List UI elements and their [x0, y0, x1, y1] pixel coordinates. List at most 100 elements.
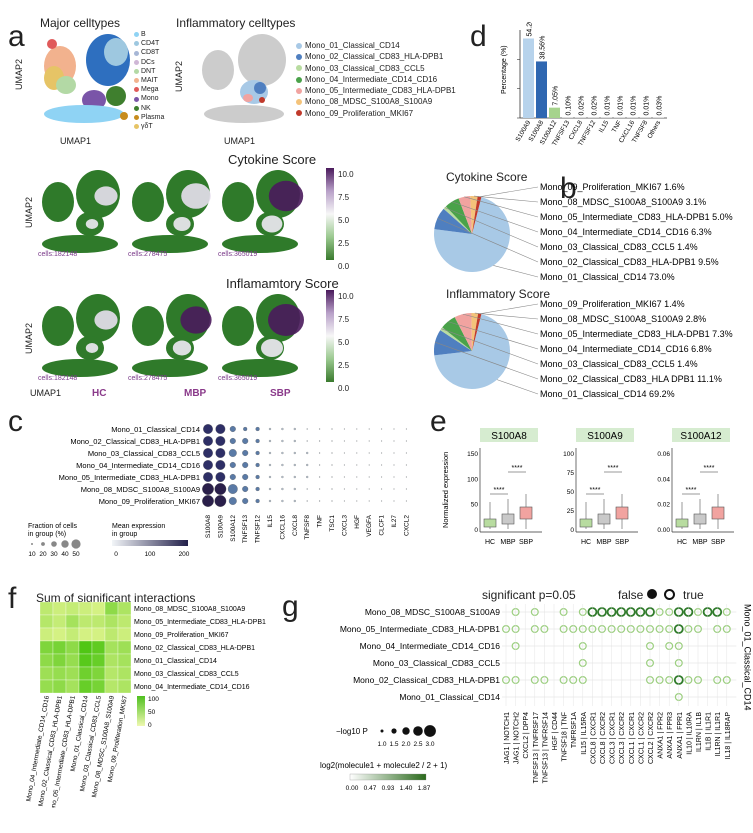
- panel-c-dotplot: Mono_01_Classical_CD14 Mono_02_Classical_…: [28, 424, 410, 558]
- inflammatory-legend: Mono_01_Classical_CD14 Mono_02_Classical_…: [296, 40, 456, 119]
- f-cell: [39, 614, 54, 629]
- inflam-legend-label: Mono_01_Classical_CD14: [305, 41, 400, 50]
- legend-dot: [296, 76, 302, 83]
- score-umap: cells:182148: [38, 170, 120, 258]
- c-dot: [381, 488, 383, 490]
- panel-label-c: c: [8, 405, 23, 438]
- g-p-legend-tick: 1.0: [377, 741, 386, 748]
- c-row-label: Mono_03_Classical_CD83_CCL5: [88, 449, 200, 458]
- c-dot: [215, 424, 226, 434]
- c-col-label: TSC1: [329, 515, 336, 532]
- c-size-legend-dot: [61, 540, 69, 548]
- pie-label: Mono_01_Classical_CD14 73.0%: [540, 272, 675, 282]
- e-sig-label: ****: [686, 487, 697, 494]
- e-y-tick: 0.02: [657, 502, 670, 509]
- g-row-label: Mono_08_MDSC_S100A8_S100A9: [365, 607, 500, 617]
- c-dot: [356, 440, 358, 442]
- major-legend-label: DCs: [141, 58, 155, 66]
- pie-label: Mono_03_Classical_CD83_CCL5 1.4%: [540, 359, 698, 369]
- c-dot: [293, 427, 296, 431]
- g-row-label: Mono_05_Intermediate_CD83_HLA-DPB1: [340, 624, 500, 634]
- e-y-tick: 100: [467, 476, 478, 483]
- d-bar: [562, 117, 573, 118]
- d-x-tick-label: Others: [646, 119, 662, 140]
- e-y-tick: 0: [570, 527, 574, 534]
- c-dot: [242, 437, 249, 444]
- e-box: [675, 518, 689, 528]
- major-legend-item: DNT: [134, 67, 164, 76]
- f-cell: [65, 653, 80, 668]
- d-x-tick-label: TNF: [611, 119, 623, 133]
- c-dot: [227, 484, 238, 494]
- pie-label: Mono_03_Classical_CD83_CCL5 1.4%: [540, 242, 698, 252]
- g-expr-legend-bar: [349, 773, 427, 781]
- c-dot: [268, 427, 272, 431]
- legend-dot: [134, 68, 139, 74]
- g-col-label: CXCL2 | CXCR2: [648, 712, 655, 764]
- c-dot: [306, 500, 308, 502]
- umap-hotspot: [268, 304, 304, 336]
- pie-leader-line: [447, 321, 539, 350]
- g-col-label: IL18 | IL18RAP: [725, 712, 732, 760]
- c-dot: [405, 476, 407, 478]
- g-significant-title: significant p=0.05: [482, 588, 576, 602]
- c-dot: [229, 437, 236, 444]
- c-dot: [393, 464, 395, 466]
- pie-leader-line: [437, 217, 539, 263]
- inflammatory-umap: [202, 34, 286, 123]
- colorbar-tick: 5.0: [338, 216, 350, 225]
- f-cell: [39, 653, 54, 668]
- umap-cluster: [222, 306, 254, 346]
- g-col-label: IL1RN | IL1R1: [715, 712, 722, 756]
- g-col-label: JAG1 | NOTCH2: [514, 712, 521, 764]
- umap-hotspot: [261, 339, 283, 357]
- pie-slice: [434, 197, 510, 272]
- f-cell: [104, 601, 119, 616]
- pie-slice: [440, 327, 472, 351]
- panel-d-bar-chart: Percentage (%)54.20%S100A938.56%S100A87.…: [501, 22, 667, 147]
- c-dot: [281, 427, 284, 431]
- c-dot: [281, 475, 284, 479]
- e-box: [711, 506, 725, 520]
- major-legend-label: NK: [141, 104, 151, 112]
- f-cell: [117, 653, 132, 668]
- g-col-label: CXCL2 | DPP4: [523, 712, 530, 759]
- e-group-label: HC: [677, 539, 687, 546]
- score-umap: cells:365019: [218, 170, 304, 258]
- panel-label-a: a: [8, 20, 25, 53]
- c-dot: [343, 428, 345, 430]
- c-dot: [343, 476, 345, 478]
- inflam-legend-item: Mono_09_Proliferation_MKI67: [296, 108, 456, 119]
- e-y-tick: 150: [467, 451, 478, 458]
- c-dot: [343, 500, 345, 502]
- d-bar-label: 0.03%: [657, 96, 664, 116]
- g-p-legend-dot: [391, 728, 397, 734]
- c-dot: [405, 452, 407, 454]
- f-cell: [52, 679, 67, 694]
- legend-dot: [296, 87, 302, 94]
- c-col-label: HGF: [354, 515, 361, 529]
- c-dot: [318, 476, 321, 478]
- g-col-label: IL15 | IL15RA: [581, 712, 588, 755]
- c-dot: [215, 448, 226, 458]
- c-dot: [318, 440, 321, 442]
- cells-count: cells:278475: [128, 251, 167, 258]
- major-legend-item: Mono: [134, 94, 164, 103]
- umap-cluster: [132, 306, 164, 346]
- c-dot: [381, 476, 383, 478]
- c-size-legend-tick: 20: [39, 551, 47, 558]
- c-dot: [306, 488, 308, 490]
- f-cell: [91, 640, 106, 655]
- g-expr-legend-tick: 0.00: [346, 785, 359, 792]
- cytokine-pie-chart: Mono_09_Proliferation_MKI67 1.6% Mono_08_…: [434, 182, 733, 282]
- f-row-label: Mono_04_Intermediate_CD14_CD16: [134, 684, 250, 691]
- f-cell: [117, 627, 132, 642]
- c-dot: [318, 452, 321, 454]
- panel-e-boxplots: Normalized expression S100A8 150 100 50 0 HC MB…: [441, 428, 734, 546]
- c-dot: [393, 452, 395, 454]
- major-legend-item: B: [134, 30, 164, 39]
- c-size-legend-dot: [41, 542, 45, 546]
- major-legend-label: Mono: [141, 95, 159, 103]
- f-cell: [78, 627, 93, 642]
- g-col-label: ANXA1 | FPR1: [677, 712, 684, 759]
